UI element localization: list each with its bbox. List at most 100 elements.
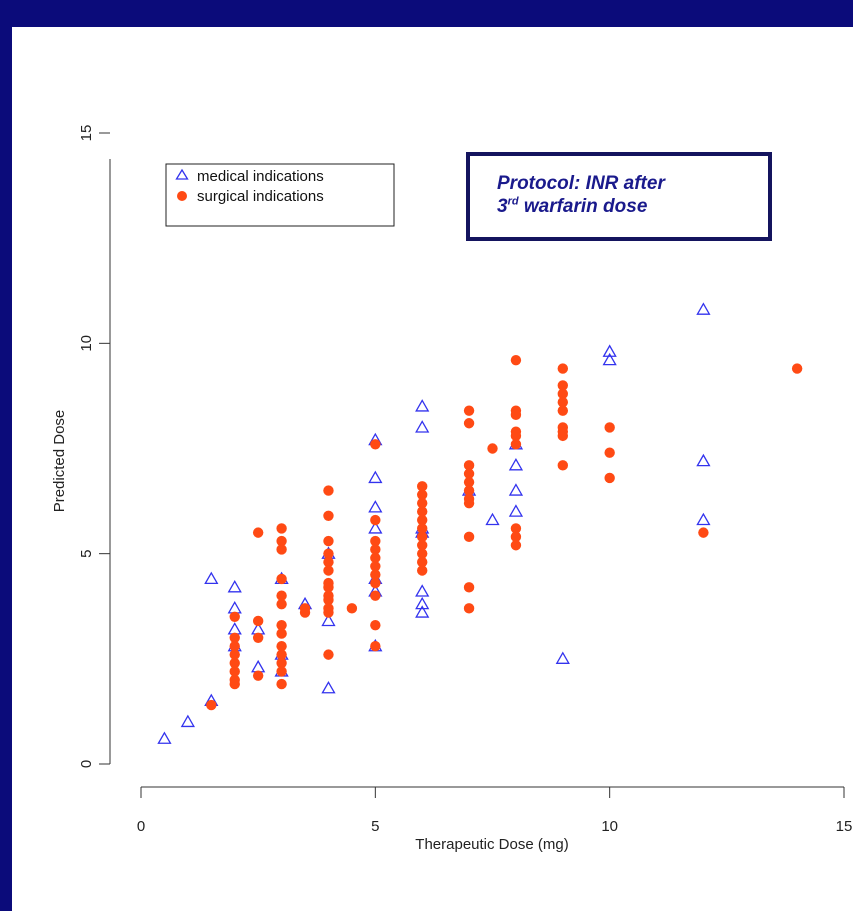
surgical-indication-point	[370, 569, 381, 580]
y-tick-label: 0	[78, 760, 95, 768]
medical-indication-point	[485, 512, 500, 526]
surgical-indication-point	[510, 430, 522, 442]
surgical-indication-point	[276, 666, 287, 677]
surgical-indication-point	[323, 594, 334, 606]
medical-indication-point	[555, 651, 570, 664]
medical-indication-point	[321, 613, 336, 627]
medical-indication-point	[415, 420, 430, 433]
x-tick-label: 5	[371, 818, 379, 835]
surgical-indication-point	[557, 460, 568, 471]
surgical-indication-point	[463, 485, 475, 496]
surgical-indication-point	[276, 619, 287, 631]
surgical-indication-point	[323, 510, 334, 522]
medical-indication-point	[251, 659, 266, 673]
protocol-line-2: 3rd warfarin dose	[497, 195, 768, 218]
surgical-indication-point	[510, 523, 522, 534]
medical-indication-point	[368, 500, 383, 513]
surgical-indication-point	[370, 552, 381, 564]
medical-indication-point	[204, 571, 219, 585]
surgical-indication-point	[370, 577, 381, 589]
surgical-indication-point	[229, 678, 240, 690]
x-tick-label: 15	[836, 818, 853, 835]
y-tick-label: 15	[78, 125, 95, 142]
surgical-indication-point	[510, 540, 522, 551]
medical-indication-point	[180, 714, 195, 728]
surgical-indication-point	[276, 657, 287, 669]
surgical-indication-point	[791, 363, 803, 374]
surgical-indication-point	[417, 531, 428, 543]
surgical-indication-point	[229, 657, 240, 669]
legend: medical indications surgical indications	[165, 163, 395, 227]
medical-indication-point	[508, 483, 524, 496]
surgical-indication-point	[252, 527, 264, 538]
surgical-indication-point	[698, 527, 709, 538]
medical-indication-point	[227, 580, 242, 593]
tick-marks: 0 5 10 15 0 5 10 15	[78, 125, 852, 835]
surgical-indication-point	[276, 649, 287, 660]
surgical-indication-point	[229, 632, 240, 643]
surgical-indication-point	[463, 582, 475, 593]
medical-indication-point	[415, 605, 430, 618]
medical-indication-point	[227, 601, 242, 614]
surgical-indication-point	[370, 619, 381, 631]
surgical-indication-point	[323, 607, 334, 618]
surgical-indication-point	[323, 535, 334, 547]
protocol-line-1: Protocol: INR after	[497, 173, 665, 194]
surgical-indication-point	[463, 418, 475, 429]
medical-indication-point	[602, 344, 617, 357]
x-axis-title: Therapeutic Dose (mg)	[415, 836, 568, 853]
surgical-indication-point	[252, 615, 264, 627]
surgical-indication-point	[463, 497, 475, 509]
surgical-indication-point	[299, 603, 311, 614]
surgical-indication-point	[276, 573, 287, 585]
surgical-indication-point	[323, 649, 334, 660]
surgical-indication-point	[323, 556, 334, 568]
surgical-indication-point	[417, 481, 428, 492]
medical-indication-point	[696, 453, 711, 467]
surgical-indication-point	[229, 641, 240, 652]
surgical-indication-point	[323, 548, 334, 559]
surgical-indication-point	[323, 582, 334, 593]
protocol-annotation-box: Protocol: INR after 3rd warfarin dose	[466, 152, 772, 241]
surgical-indication-point	[417, 548, 428, 559]
surgical-indication-point	[276, 678, 287, 690]
surgical-indication-point	[370, 514, 381, 526]
x-tick-label: 0	[137, 818, 145, 835]
surgical-indication-point	[417, 497, 428, 509]
surgical-indication-point	[557, 397, 568, 408]
surgical-indication-point	[604, 447, 615, 458]
surgical-indication-point	[370, 641, 381, 652]
surgical-indication-point	[604, 472, 615, 484]
medical-indication-point	[415, 596, 430, 610]
medical-indication-point	[696, 302, 711, 315]
surgical-indication-point	[417, 556, 428, 568]
surgical-indication-point	[557, 363, 568, 374]
y-tick-label: 10	[78, 335, 95, 352]
legend-surgical-marker	[177, 191, 187, 201]
surgical-indication-point	[417, 506, 428, 517]
y-tick-label: 5	[78, 549, 95, 557]
y-axis-title: Predicted Dose	[51, 410, 68, 513]
surgical-indication-point	[252, 670, 264, 681]
surgical-indication-point	[557, 430, 568, 442]
surgical-indication-point	[323, 485, 334, 496]
medical-indication-point	[157, 731, 172, 744]
surgical-indication-point	[463, 531, 475, 543]
medical-indication-point	[368, 470, 383, 484]
surgical-indication-point	[557, 388, 568, 400]
surgical-indication-point	[276, 544, 287, 555]
surgical-indication-point	[417, 565, 428, 576]
surgical-indication-point	[463, 476, 475, 488]
surgical-indication-point	[417, 514, 428, 526]
surgical-indication-point	[417, 540, 428, 551]
medical-indication-point	[227, 622, 242, 635]
medical-indication-point	[368, 521, 383, 534]
medical-indication-point	[508, 504, 524, 517]
surgical-indication-point	[604, 422, 615, 433]
surgical-indication-point	[346, 603, 358, 614]
x-tick-label: 10	[601, 818, 618, 835]
surgical-indication-point	[276, 590, 287, 601]
medical-indication-point	[602, 352, 617, 366]
axes	[109, 159, 844, 788]
surgical-indication-point	[510, 409, 522, 421]
